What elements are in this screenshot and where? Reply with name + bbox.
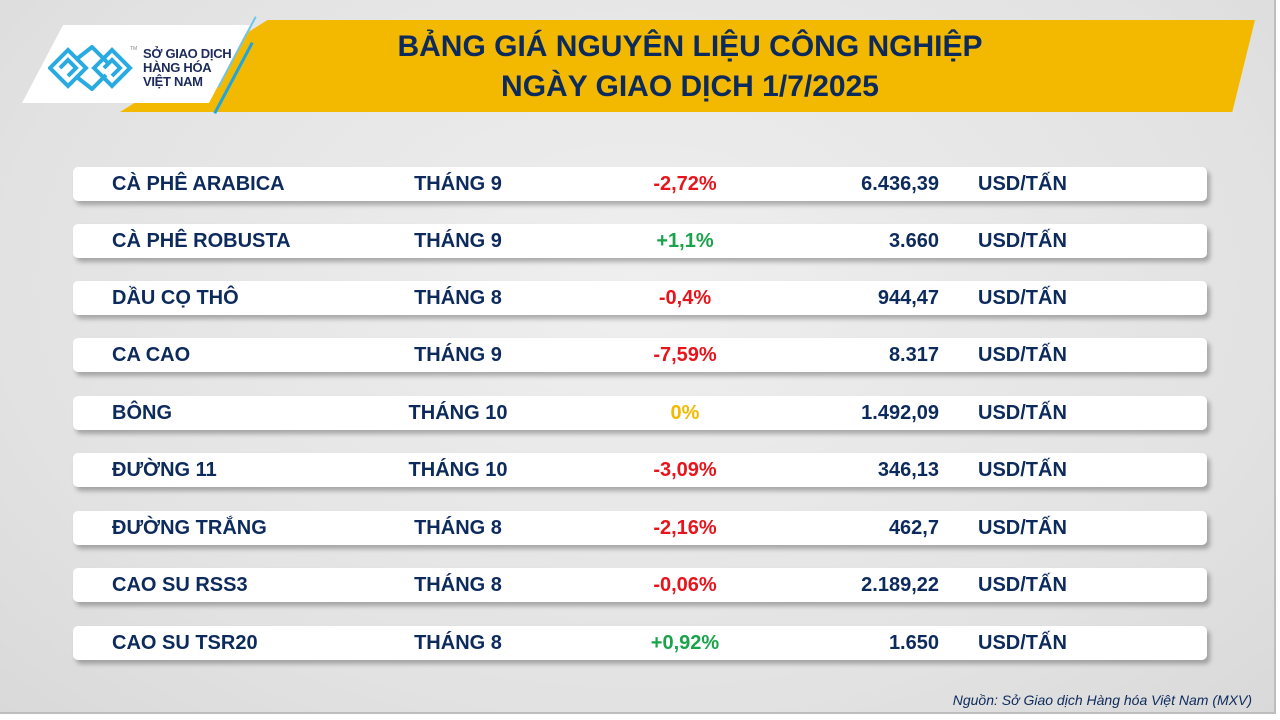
- table-row: CAO SU RSS3 THÁNG 8 -0,06% 2.189,22 USD/TẤN: [73, 568, 1207, 602]
- logo-line: HÀNG HÓA: [143, 60, 212, 75]
- title-banner: [120, 20, 1255, 112]
- change-percent: -0,4%: [658, 287, 712, 309]
- logo-line: SỞ GIAO DỊCH: [143, 46, 232, 61]
- contract-month: THÁNG 10: [408, 459, 508, 481]
- contract-month: THÁNG 8: [414, 287, 502, 309]
- logo-text: SỞ GIAO DỊCH HÀNG HÓA VIỆT NAM: [143, 46, 232, 89]
- change-percent: +0,92%: [650, 632, 720, 654]
- price-unit: USD/TẤN: [978, 173, 1067, 195]
- table-row: DẦU CỌ THÔ THÁNG 8 -0,4% 944,47 USD/TẤN: [73, 281, 1207, 315]
- price-value: 1.650: [888, 632, 939, 654]
- table-row: ĐƯỜNG TRẮNG THÁNG 8 -2,16% 462,7 USD/TẤN: [73, 511, 1207, 545]
- logo-box: [22, 25, 250, 103]
- price-value: 2.189,22: [861, 574, 939, 596]
- contract-month: THÁNG 9: [414, 173, 502, 195]
- commodity-name: BÔNG: [112, 402, 172, 424]
- price-unit: USD/TẤN: [978, 402, 1067, 424]
- price-value: 462,7: [888, 517, 939, 539]
- contract-month: THÁNG 10: [408, 402, 508, 424]
- table-row: CAO SU TSR20 THÁNG 8 +0,92% 1.650 USD/TẤN: [73, 626, 1207, 660]
- price-value: 3.660: [888, 230, 939, 252]
- commodity-name: DẦU CỌ THÔ: [112, 287, 239, 309]
- change-percent: -7,59%: [653, 344, 717, 366]
- price-value: 944,47: [877, 287, 939, 309]
- commodity-name: ĐƯỜNG 11: [112, 459, 217, 481]
- change-percent: +1,1%: [656, 230, 714, 252]
- commodity-name: ĐƯỜNG TRẮNG: [112, 517, 267, 539]
- contract-month: THÁNG 9: [414, 344, 502, 366]
- title-line-1: BẢNG GIÁ NGUYÊN LIỆU CÔNG NGHIỆP: [397, 30, 983, 63]
- change-percent: -2,16%: [653, 517, 717, 539]
- price-unit: USD/TẤN: [978, 517, 1067, 539]
- table-row: ĐƯỜNG 11 THÁNG 10 -3,09% 346,13 USD/TẤN: [73, 453, 1207, 487]
- commodity-name: CAO SU RSS3: [112, 574, 248, 596]
- price-unit: USD/TẤN: [978, 287, 1067, 309]
- commodity-name: CÀ PHÊ ROBUSTA: [112, 230, 291, 252]
- table-row: CÀ PHÊ ARABICA THÁNG 9 -2,72% 6.436,39 USD/T…: [73, 167, 1207, 201]
- price-unit: USD/TẤN: [978, 632, 1067, 654]
- commodity-name: CÀ PHÊ ARABICA: [112, 173, 285, 195]
- commodity-name: CA CAO: [112, 344, 191, 366]
- contract-month: THÁNG 8: [414, 517, 502, 539]
- mxv-logo-icon: [48, 45, 133, 91]
- price-value: 1.492,09: [861, 402, 939, 424]
- price-unit: USD/TẤN: [978, 459, 1067, 481]
- price-unit: USD/TẤN: [978, 230, 1067, 252]
- change-percent: -0,06%: [653, 574, 717, 596]
- table-row: CÀ PHÊ ROBUSTA THÁNG 9 +1,1% 3.660 USD/TẤN: [73, 224, 1207, 258]
- change-percent: -3,09%: [653, 459, 717, 481]
- contract-month: THÁNG 9: [414, 230, 502, 252]
- table-row: CA CAO THÁNG 9 -7,59% 8.317 USD/TẤN: [73, 338, 1207, 372]
- contract-month: THÁNG 8: [414, 574, 502, 596]
- page-title: BẢNG GIÁ NGUYÊN LIỆU CÔNG NGHIỆP NGÀY GI…: [300, 27, 1080, 107]
- commodity-name: CAO SU TSR20: [112, 632, 258, 654]
- title-line-2: NGÀY GIAO DỊCH 1/7/2025: [501, 70, 879, 103]
- price-value: 346,13: [877, 459, 939, 481]
- table-row: BÔNG THÁNG 10 0% 1.492,09 USD/TẤN: [73, 396, 1207, 430]
- trademark: TM: [130, 46, 138, 52]
- change-percent: -2,72%: [653, 173, 717, 195]
- logo-line: VIỆT NAM: [143, 74, 203, 89]
- price-unit: USD/TẤN: [978, 344, 1067, 366]
- contract-month: THÁNG 8: [414, 632, 502, 654]
- price-unit: USD/TẤN: [978, 574, 1067, 596]
- change-percent: 0%: [670, 402, 700, 424]
- source-note: Nguồn: Sở Giao dịch Hàng hóa Việt Nam (M…: [952, 692, 1252, 708]
- price-value: 6.436,39: [861, 173, 939, 195]
- price-value: 8.317: [888, 344, 939, 366]
